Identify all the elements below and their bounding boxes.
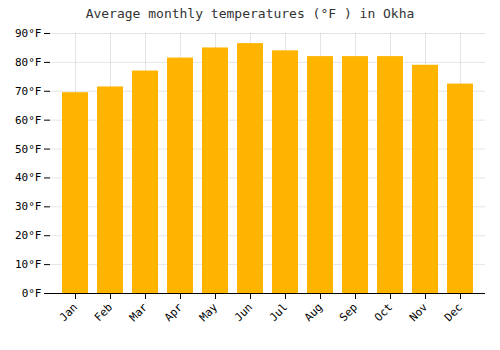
svg-text:Nov: Nov bbox=[407, 300, 431, 324]
svg-text:Jun: Jun bbox=[232, 301, 255, 324]
svg-text:10°F: 10°F bbox=[15, 258, 42, 271]
svg-text:Jan: Jan bbox=[57, 301, 80, 324]
svg-text:Aug: Aug bbox=[302, 301, 325, 324]
svg-text:30°F: 30°F bbox=[15, 200, 42, 213]
svg-text:80°F: 80°F bbox=[15, 56, 42, 69]
svg-text:May: May bbox=[197, 300, 221, 324]
svg-text:Feb: Feb bbox=[92, 301, 115, 324]
svg-text:Jul: Jul bbox=[267, 301, 290, 324]
svg-text:50°F: 50°F bbox=[15, 143, 42, 156]
svg-text:60°F: 60°F bbox=[15, 114, 42, 127]
svg-text:Dec: Dec bbox=[442, 301, 465, 324]
html-text:Average monthly temperatures (: Average monthly temperatures (°F ) in Ok… bbox=[85, 6, 415, 21]
svg-text:Sep: Sep bbox=[337, 301, 360, 324]
svg-text:20°F: 20°F bbox=[15, 229, 42, 242]
svg-text:Oct: Oct bbox=[372, 301, 395, 324]
svg-text:40°F: 40°F bbox=[15, 171, 42, 184]
svg-text:Mar: Mar bbox=[127, 300, 151, 324]
svg-text:90°F: 90°F bbox=[15, 27, 42, 40]
svg-text:70°F: 70°F bbox=[15, 85, 42, 98]
svg-text:Apr: Apr bbox=[162, 300, 186, 324]
svg-text:0°F: 0°F bbox=[22, 287, 42, 300]
